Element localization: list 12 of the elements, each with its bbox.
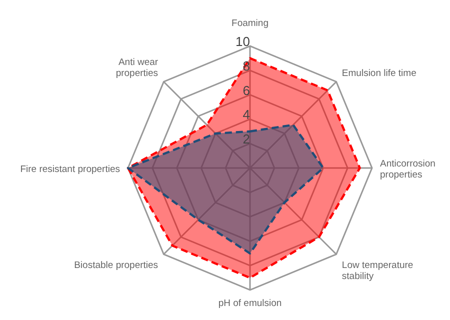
- spoke-label: Foaming: [232, 18, 268, 29]
- y-tick-label: 10: [236, 34, 250, 49]
- spoke-label: Fire resistant properties: [20, 164, 120, 175]
- y-tick-label: 2: [242, 132, 250, 147]
- spoke-label: Anti wear properties: [116, 57, 158, 80]
- spoke-label: Low temperature stability: [342, 260, 414, 282]
- spoke-label: pH of emulsion: [218, 298, 282, 309]
- y-tick-label: 6: [242, 82, 250, 98]
- spoke-label: Emulsion life time: [342, 68, 416, 80]
- spoke-label: Biostable properties: [74, 260, 158, 271]
- spoke-label: Anticorrosion properties: [380, 158, 436, 180]
- y-tick-label: 4: [242, 107, 250, 122]
